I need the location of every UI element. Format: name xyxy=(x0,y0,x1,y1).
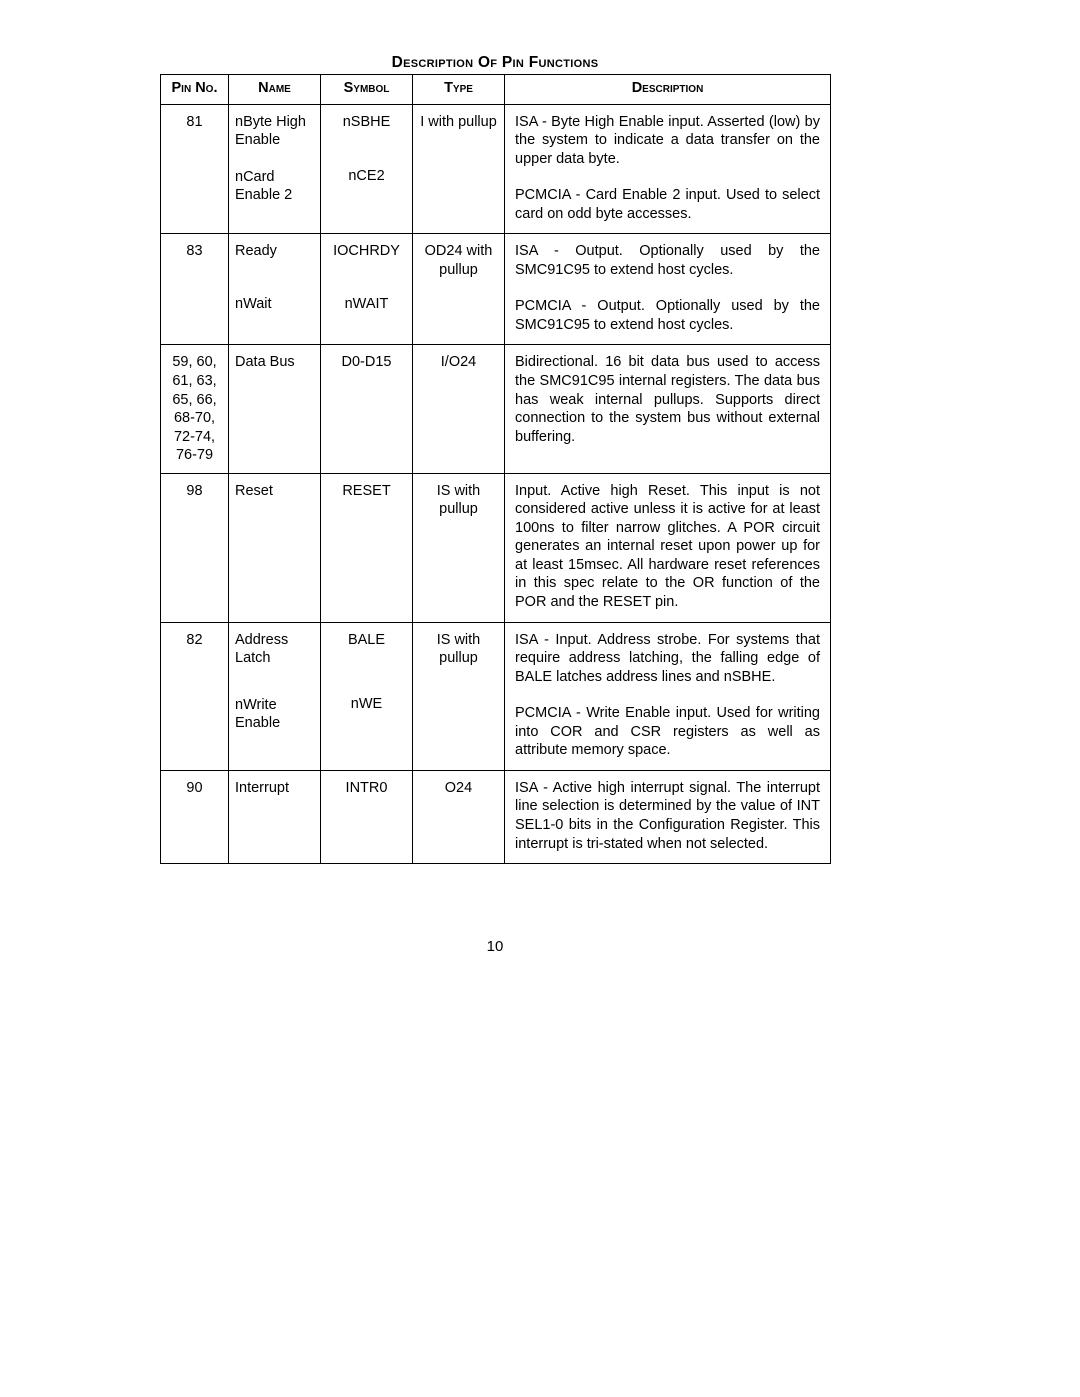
col-header-pin: Pin No. xyxy=(161,75,229,105)
cell-description: ISA - Byte High Enable input. Asserted (… xyxy=(505,104,831,234)
cell-name: Reset xyxy=(229,473,321,622)
desc-primary: ISA - Byte High Enable input. Asserted (… xyxy=(515,113,820,169)
cell-symbol: nSBHE nCE2 xyxy=(321,104,413,234)
cell-name: Data Bus xyxy=(229,345,321,473)
cell-pin: 90 xyxy=(161,770,229,863)
name-secondary: nCard Enable 2 xyxy=(235,168,314,205)
pin-functions-table: Pin No. Name Symbol Type Description 81 … xyxy=(160,74,831,864)
cell-pin: 83 xyxy=(161,234,229,345)
table-title: Description Of Pin Functions xyxy=(160,54,830,72)
table-row: 98 Reset RESET IS with pullup Input. Act… xyxy=(161,473,831,622)
cell-type: I/O24 xyxy=(413,345,505,473)
cell-pin: 59, 60, 61, 63, 65, 66, 68-70, 72-74, 76… xyxy=(161,345,229,473)
table-row: 59, 60, 61, 63, 65, 66, 68-70, 72-74, 76… xyxy=(161,345,831,473)
cell-symbol: D0-D15 xyxy=(321,345,413,473)
cell-name: nByte High Enable nCard Enable 2 xyxy=(229,104,321,234)
desc-primary: ISA - Output. Optionally used by the SMC… xyxy=(515,242,820,279)
cell-description: Input. Active high Reset. This input is … xyxy=(505,473,831,622)
cell-pin: 81 xyxy=(161,104,229,234)
desc-primary: ISA - Input. Address strobe. For systems… xyxy=(515,631,820,687)
cell-type: OD24 with pullup xyxy=(413,234,505,345)
name-secondary: nWait xyxy=(235,295,314,314)
desc-secondary: PCMCIA - Card Enable 2 input. Used to se… xyxy=(515,186,820,223)
cell-symbol: INTR0 xyxy=(321,770,413,863)
symbol-primary: nSBHE xyxy=(327,113,406,132)
table-row: 90 Interrupt INTR0 O24 ISA - Active high… xyxy=(161,770,831,863)
name-primary: Ready xyxy=(235,242,314,261)
name-primary: nByte High Enable xyxy=(235,113,314,150)
symbol-secondary: nWE xyxy=(327,695,406,714)
symbol-primary: IOCHRDY xyxy=(327,242,406,261)
cell-symbol: IOCHRDY nWAIT xyxy=(321,234,413,345)
page-number: 10 xyxy=(160,938,830,955)
cell-pin: 98 xyxy=(161,473,229,622)
cell-name: Interrupt xyxy=(229,770,321,863)
cell-name: Ready nWait xyxy=(229,234,321,345)
symbol-secondary: nCE2 xyxy=(327,167,406,186)
col-header-desc: Description xyxy=(505,75,831,105)
cell-name: Address Latch nWrite Enable xyxy=(229,622,321,770)
table-header-row: Pin No. Name Symbol Type Description xyxy=(161,75,831,105)
table-row: 82 Address Latch nWrite Enable BALE nWE … xyxy=(161,622,831,770)
cell-type: I with pullup xyxy=(413,104,505,234)
cell-pin: 82 xyxy=(161,622,229,770)
table-row: 81 nByte High Enable nCard Enable 2 nSBH… xyxy=(161,104,831,234)
col-header-type: Type xyxy=(413,75,505,105)
cell-description: ISA - Input. Address strobe. For systems… xyxy=(505,622,831,770)
desc-secondary: PCMCIA - Write Enable input. Used for wr… xyxy=(515,704,820,760)
cell-description: ISA - Output. Optionally used by the SMC… xyxy=(505,234,831,345)
cell-type: O24 xyxy=(413,770,505,863)
symbol-secondary: nWAIT xyxy=(327,295,406,314)
name-primary: Address Latch xyxy=(235,631,314,668)
cell-symbol: BALE nWE xyxy=(321,622,413,770)
table-row: 83 Ready nWait IOCHRDY nWAIT OD24 with p… xyxy=(161,234,831,345)
cell-description: Bidirectional. 16 bit data bus used to a… xyxy=(505,345,831,473)
cell-type: IS with pullup xyxy=(413,622,505,770)
cell-description: ISA - Active high interrupt signal. The … xyxy=(505,770,831,863)
cell-symbol: RESET xyxy=(321,473,413,622)
col-header-symbol: Symbol xyxy=(321,75,413,105)
symbol-primary: BALE xyxy=(327,631,406,650)
desc-secondary: PCMCIA - Output. Optionally used by the … xyxy=(515,297,820,334)
col-header-name: Name xyxy=(229,75,321,105)
cell-type: IS with pullup xyxy=(413,473,505,622)
name-secondary: nWrite Enable xyxy=(235,696,314,733)
